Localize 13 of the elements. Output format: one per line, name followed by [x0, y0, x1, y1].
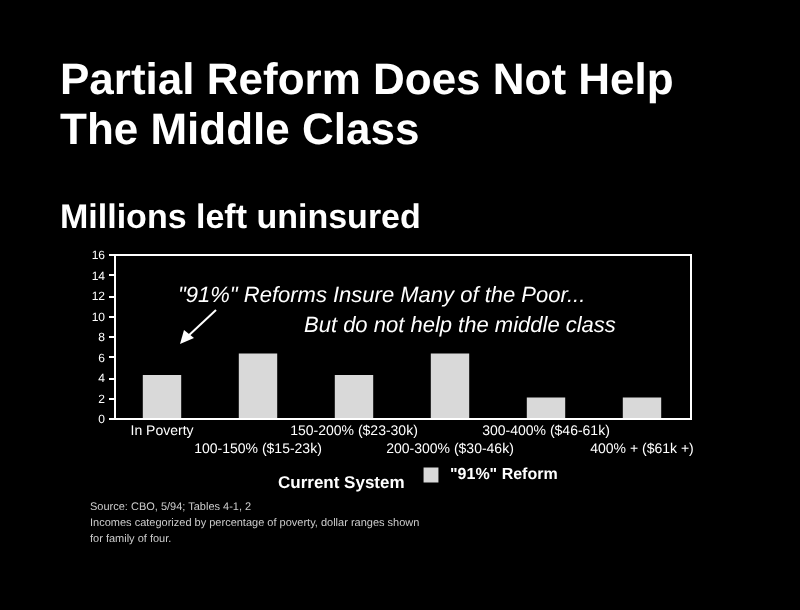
legend-label: "91%" Reform — [450, 465, 558, 483]
text: Partial Reform Does Not Help — [60, 54, 674, 104]
bar — [238, 353, 278, 418]
bar — [430, 353, 470, 418]
annotation: "91%" Reforms Insure Many of the Poor... — [178, 284, 586, 308]
text: Current System — [278, 472, 406, 492]
bar — [622, 397, 662, 418]
bar — [334, 374, 374, 418]
bar — [526, 397, 566, 418]
text: The Middle Class — [60, 104, 420, 154]
chart-subtitle: Millions left uninsured — [60, 198, 421, 236]
bar — [142, 374, 182, 418]
annotation: But do not help the middle class — [304, 314, 617, 338]
